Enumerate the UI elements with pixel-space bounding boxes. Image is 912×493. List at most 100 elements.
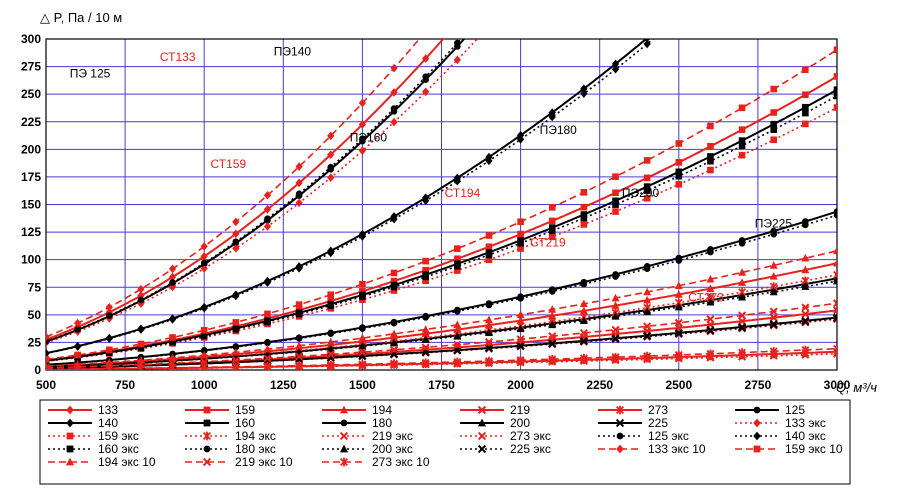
legend-marker	[340, 419, 348, 427]
legend-marker	[615, 418, 625, 428]
curve-label: СТ133	[160, 50, 196, 64]
data-point	[200, 303, 208, 313]
curve-label: СТ273	[688, 291, 724, 305]
data-point	[770, 230, 778, 238]
data-point	[168, 272, 177, 282]
legend-marker	[203, 445, 211, 453]
data-point	[327, 330, 335, 337]
data-point	[643, 187, 651, 194]
data-point	[263, 205, 272, 214]
legend-label: 225	[648, 416, 668, 430]
legend-marker	[65, 457, 75, 466]
data-point	[675, 181, 683, 188]
data-point	[232, 325, 240, 333]
data-point	[390, 63, 398, 73]
data-point	[137, 344, 145, 352]
data-point	[390, 277, 398, 285]
data-point	[643, 307, 652, 316]
data-point	[707, 122, 714, 130]
series-160-экс	[46, 92, 837, 365]
data-point	[453, 55, 461, 65]
data-point	[390, 283, 398, 291]
tick-labels: 500 750 1000 1250 1500 1750 2000 2250 2500 2750 30…	[21, 32, 851, 392]
series-line	[46, 262, 837, 368]
data-point	[548, 339, 557, 348]
data-point	[168, 282, 177, 292]
data-point	[580, 211, 588, 218]
data-point	[674, 290, 683, 298]
data-point	[232, 244, 240, 253]
y-axis-title: △ P, Па / 10 м	[40, 10, 122, 25]
legend-item: 219	[460, 403, 530, 417]
data-point	[485, 301, 493, 309]
y-tick-label: 125	[21, 225, 41, 239]
data-point	[611, 334, 620, 343]
legend-marker	[615, 405, 625, 415]
data-point	[802, 120, 809, 128]
data-point	[390, 105, 398, 112]
data-point	[232, 229, 240, 239]
data-point	[611, 325, 620, 334]
data-point	[200, 347, 208, 355]
series-273-экс-10	[46, 344, 837, 370]
data-point	[485, 320, 493, 329]
grid	[45, 38, 838, 371]
y-tick-label: 300	[21, 32, 41, 46]
series-133-экс-10	[46, 39, 421, 342]
data-point	[454, 39, 461, 47]
legend-item: 125	[735, 403, 805, 417]
data-point	[359, 280, 366, 288]
data-point	[769, 320, 778, 329]
data-point	[264, 215, 271, 222]
data-point	[579, 316, 588, 324]
legend-label: 194	[372, 403, 392, 417]
data-point	[802, 103, 809, 111]
series-133-экс	[46, 39, 479, 348]
legend-marker	[477, 405, 487, 415]
curve-label: СТ219	[530, 235, 566, 249]
data-point	[769, 287, 778, 296]
data-point	[675, 168, 683, 176]
data-point	[770, 109, 778, 116]
data-point	[485, 356, 493, 366]
series-line	[46, 39, 445, 341]
data-point	[580, 84, 588, 93]
data-point	[548, 320, 557, 329]
data-point	[295, 263, 303, 273]
y-tick-label: 225	[21, 115, 41, 129]
legend-label: 273 экс	[510, 429, 551, 443]
data-point	[548, 354, 557, 364]
legend-label: 133	[98, 403, 118, 417]
legend-item: 200	[460, 416, 530, 430]
legend-label: 140	[98, 416, 118, 430]
data-point	[263, 361, 272, 370]
legend-item: 194 экс	[185, 429, 276, 443]
curve-label: ПЭ 125	[70, 67, 111, 81]
data-point	[612, 201, 619, 208]
legend-item: 273 экс	[460, 429, 551, 443]
legend-item: 180	[322, 416, 392, 430]
data-point	[769, 307, 778, 316]
data-point	[643, 194, 651, 202]
data-point	[674, 350, 683, 360]
data-point	[422, 273, 429, 281]
data-point	[232, 238, 240, 246]
data-point	[517, 245, 524, 252]
data-point	[454, 262, 461, 270]
data-point	[263, 222, 272, 231]
series-line	[46, 49, 837, 361]
data-point	[454, 245, 461, 252]
series-layer	[46, 39, 837, 370]
data-point	[801, 303, 810, 312]
data-point	[738, 151, 746, 159]
data-point	[264, 318, 271, 326]
data-point	[105, 302, 113, 312]
legend-label: 159 экс	[98, 429, 139, 443]
series-line	[46, 277, 837, 368]
y-tick-label: 75	[28, 280, 42, 294]
data-point	[390, 88, 398, 97]
data-point	[833, 344, 837, 353]
data-point	[580, 221, 588, 228]
data-point	[674, 281, 683, 289]
data-point	[74, 342, 82, 351]
